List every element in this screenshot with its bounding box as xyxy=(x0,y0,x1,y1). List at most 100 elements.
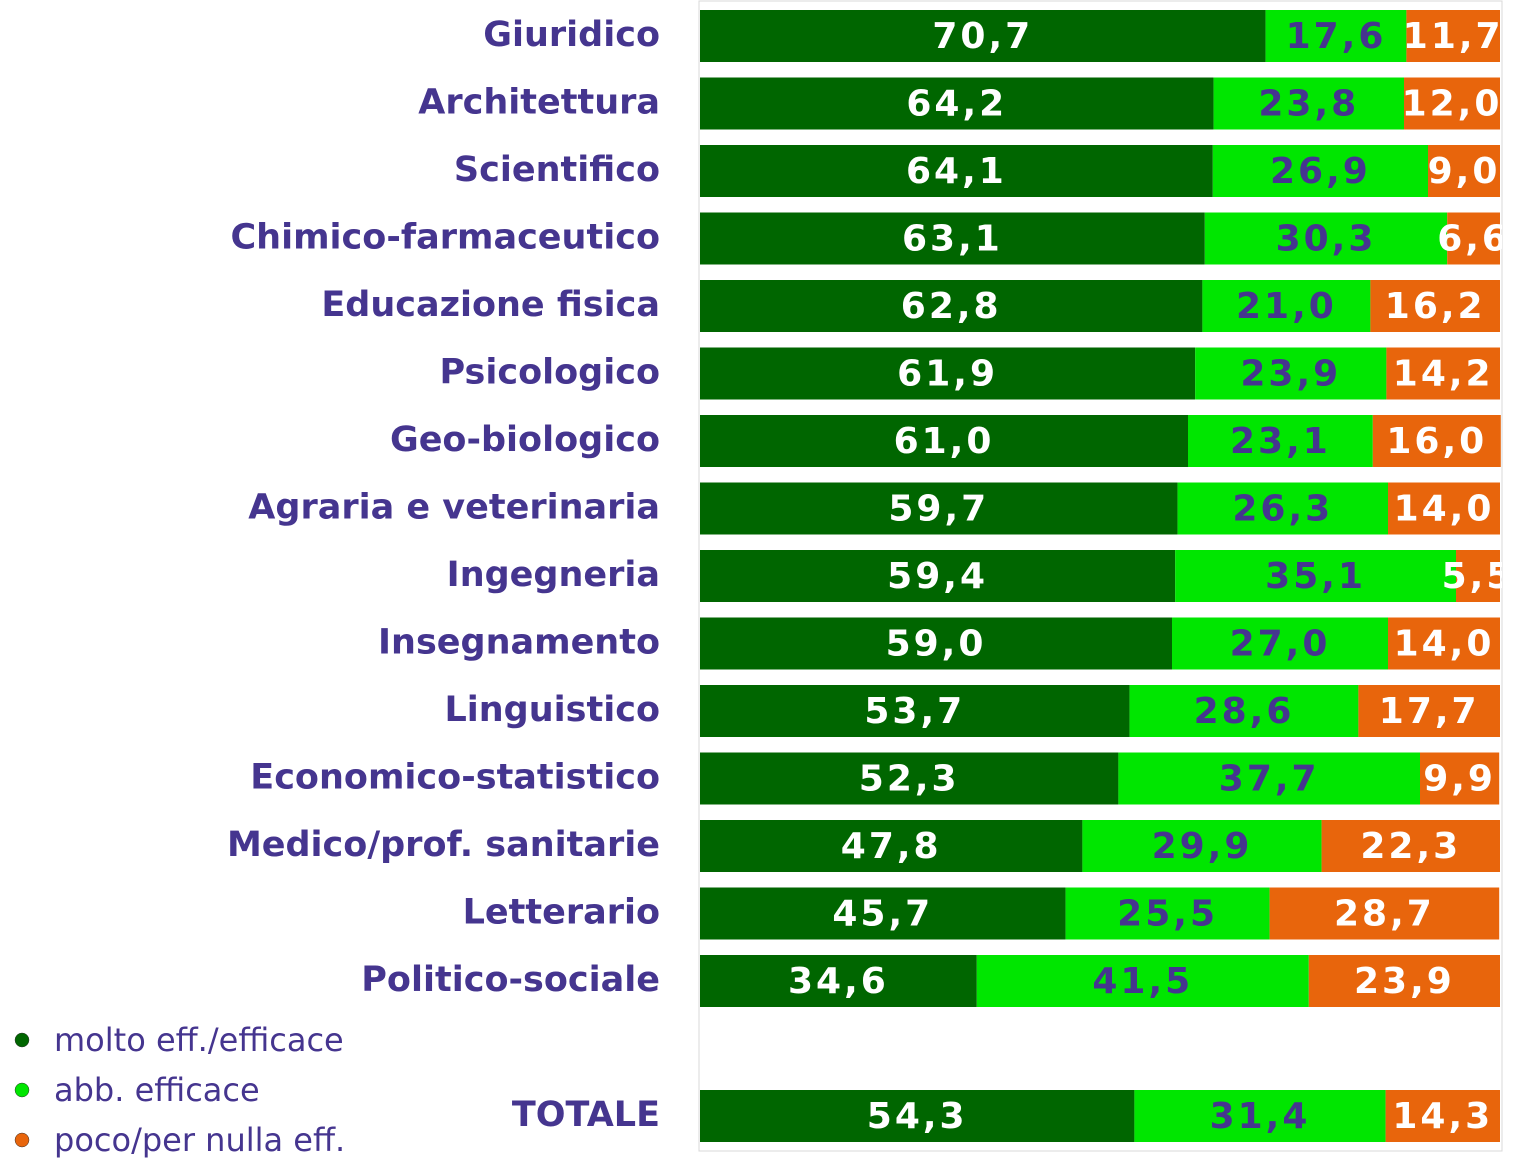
category-label: Ingegneria xyxy=(447,555,660,595)
category-label: Politico-sociale xyxy=(361,960,660,1000)
value-label: 37,7 xyxy=(1219,759,1320,800)
value-label: 23,9 xyxy=(1354,961,1455,1002)
bar-segment xyxy=(700,10,1266,62)
value-label: 14,3 xyxy=(1392,1096,1493,1137)
bar-segment xyxy=(1388,482,1500,535)
bars: 70,7 17,6 11,7 64,2 23,8 12,0 64,1 26,9 9,0 63,1 3… xyxy=(700,10,1515,1142)
value-label: 27,0 xyxy=(1230,624,1331,665)
bar-segment xyxy=(1065,887,1270,940)
value-label: 45,7 xyxy=(832,894,933,935)
category-label: Economico-statistico xyxy=(250,758,660,798)
value-label: 31,4 xyxy=(1210,1096,1311,1137)
bar-segment xyxy=(1129,685,1359,737)
value-label: 59,7 xyxy=(888,489,989,530)
value-label: 17,6 xyxy=(1286,16,1387,57)
bar-segment xyxy=(1358,685,1500,737)
bar-segment xyxy=(1321,820,1500,872)
value-label: 23,8 xyxy=(1258,84,1359,125)
bar-segment xyxy=(700,77,1214,130)
value-label: 63,1 xyxy=(902,219,1003,260)
bar-segment xyxy=(1188,415,1373,467)
bar-segment xyxy=(1388,617,1500,670)
bar-segment xyxy=(700,482,1178,535)
bar-segment xyxy=(1420,752,1500,805)
value-label: 59,4 xyxy=(887,556,988,597)
value-label: 64,1 xyxy=(906,151,1007,192)
category-label: Giuridico xyxy=(483,15,660,55)
plot-frame xyxy=(698,0,1503,1152)
bar-segment xyxy=(1406,10,1500,62)
legend-label: abb. efficace xyxy=(54,1071,260,1109)
bar-segment xyxy=(1172,617,1388,670)
value-label: 26,9 xyxy=(1270,151,1371,192)
category-label: Agraria e veterinaria xyxy=(248,488,660,528)
value-label: 21,0 xyxy=(1236,286,1337,327)
category-label: Medico/prof. sanitarie xyxy=(227,825,660,865)
bar-segment xyxy=(1308,955,1500,1007)
value-label: 64,2 xyxy=(906,84,1007,125)
value-label: 26,3 xyxy=(1232,489,1333,530)
value-label: 41,5 xyxy=(1092,961,1193,1002)
bar-segment xyxy=(1447,212,1500,265)
bar-segment xyxy=(1177,482,1388,535)
bar-segment xyxy=(1404,77,1500,130)
bar-segment xyxy=(976,955,1309,1007)
value-label: 59,0 xyxy=(886,624,987,665)
bar-segment xyxy=(700,1090,1135,1142)
value-label: 17,7 xyxy=(1379,691,1480,732)
bar-segment xyxy=(700,617,1172,670)
legend-marker xyxy=(14,1082,30,1098)
value-label: 23,9 xyxy=(1240,354,1341,395)
bar-segment xyxy=(1385,1090,1500,1142)
legend-label: molto eff./efficace xyxy=(54,1021,344,1059)
bar-segment xyxy=(700,212,1205,265)
category-label: Architettura xyxy=(418,83,660,123)
value-label: 25,5 xyxy=(1117,894,1218,935)
bar-segment xyxy=(1118,752,1420,805)
bar-segment xyxy=(1195,347,1387,400)
bar-segment xyxy=(700,145,1213,197)
value-label: 14,0 xyxy=(1394,489,1495,530)
bar-segment xyxy=(1202,280,1371,332)
value-label: 16,2 xyxy=(1385,286,1486,327)
value-label: 35,1 xyxy=(1265,556,1366,597)
bar-segment xyxy=(700,415,1188,467)
value-label: 62,8 xyxy=(901,286,1002,327)
value-label: 54,3 xyxy=(867,1096,968,1137)
value-label: 22,3 xyxy=(1360,826,1461,867)
category-label: TOTALE xyxy=(512,1095,660,1135)
category-label: Chimico-farmaceutico xyxy=(230,218,660,258)
value-label: 70,7 xyxy=(932,16,1033,57)
bar-segment xyxy=(1269,887,1500,940)
value-label: 28,6 xyxy=(1194,691,1295,732)
bar-segment xyxy=(1265,10,1407,62)
bar-segment xyxy=(1134,1090,1386,1142)
value-label: 12,0 xyxy=(1402,84,1503,125)
category-label: Geo-biologico xyxy=(390,420,660,460)
bar-segment xyxy=(700,280,1203,332)
value-label: 52,3 xyxy=(859,759,960,800)
value-label: 5,5 xyxy=(1442,556,1515,597)
bar-segment xyxy=(1456,550,1500,602)
bar-segment xyxy=(700,955,977,1007)
bar-segment xyxy=(1213,77,1404,130)
category-label: Letterario xyxy=(463,893,660,933)
bar-segment xyxy=(1370,280,1500,332)
bar-segment xyxy=(1175,550,1456,602)
value-label: 14,0 xyxy=(1394,624,1495,665)
value-label: 9,0 xyxy=(1428,151,1501,192)
value-label: 23,1 xyxy=(1230,421,1331,462)
value-label: 47,8 xyxy=(841,826,942,867)
value-label: 28,7 xyxy=(1334,894,1435,935)
bar-segment xyxy=(700,820,1083,872)
bar-segment xyxy=(700,887,1066,940)
value-label: 11,7 xyxy=(1403,16,1504,57)
bar-segment xyxy=(1212,145,1428,197)
category-label: Psicologico xyxy=(439,353,660,393)
value-label: 29,9 xyxy=(1152,826,1253,867)
bar-segment xyxy=(1204,212,1448,265)
bar-segment xyxy=(1372,415,1501,467)
value-label: 34,6 xyxy=(788,961,889,1002)
value-label: 61,9 xyxy=(897,354,998,395)
category-label: Scientifico xyxy=(454,150,660,190)
